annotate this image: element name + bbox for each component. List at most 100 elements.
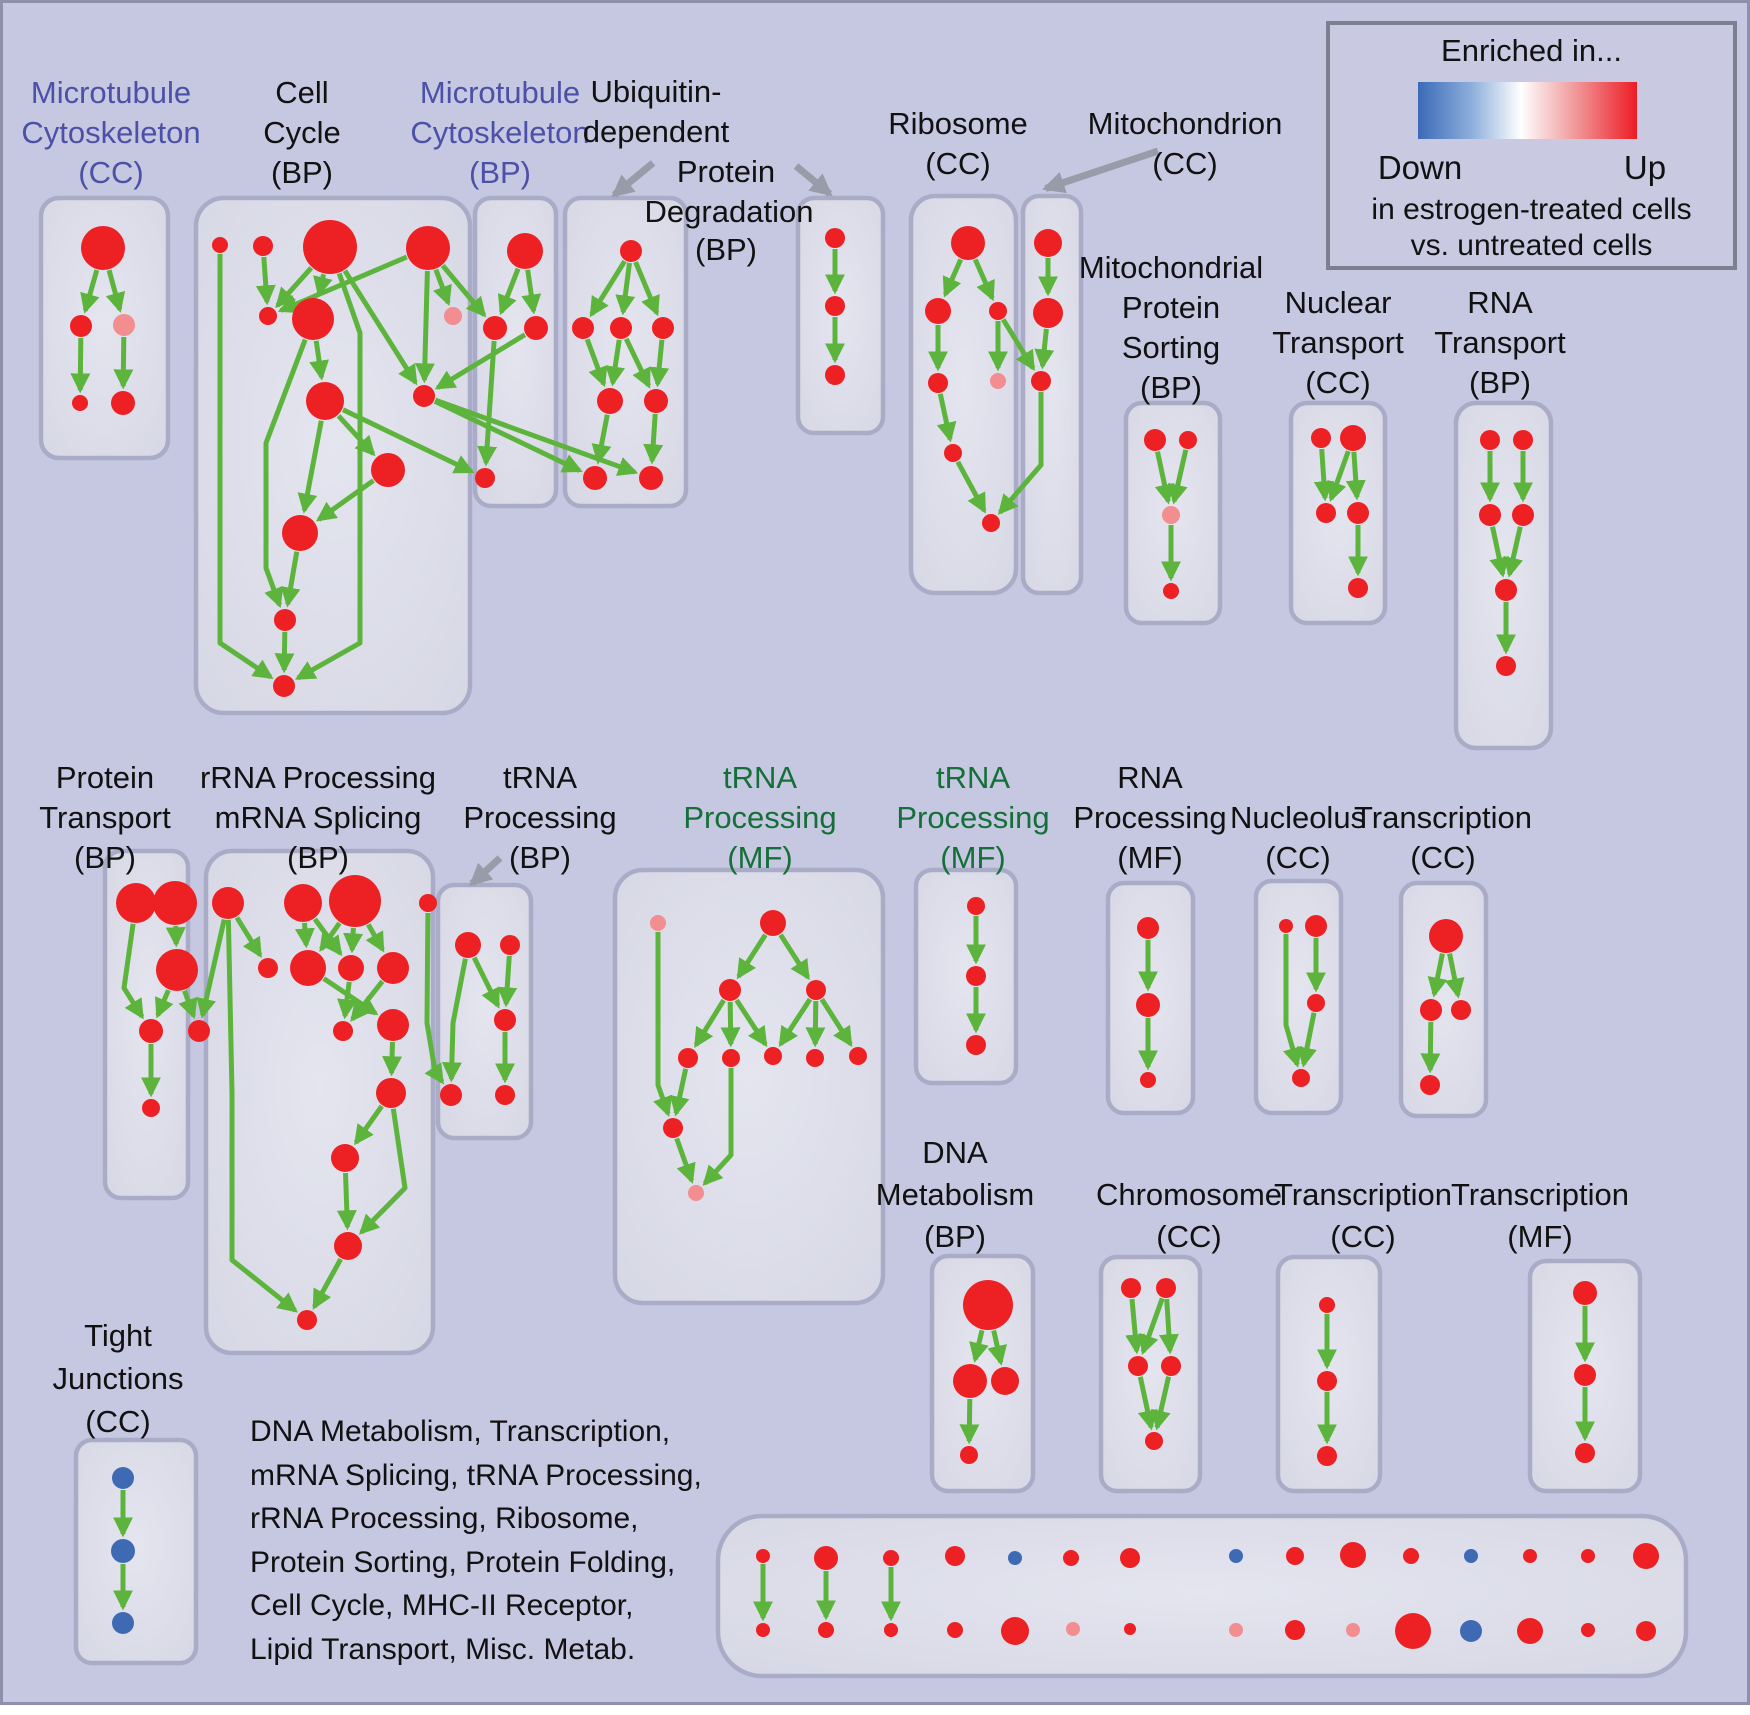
edge-q3-q6 (319, 921, 342, 952)
edge-q1-pt5 (196, 919, 227, 1019)
node-b5 (495, 1085, 515, 1105)
node-q12 (331, 1144, 359, 1172)
node-w9t (1286, 1547, 1304, 1565)
edge-u5-u7 (591, 414, 612, 465)
node-d3 (991, 1367, 1019, 1395)
node-ccf (292, 298, 334, 340)
node-k2 (966, 966, 986, 986)
edge-u3-u6 (623, 337, 651, 389)
label-ubiquitin-degradation-line-2: Protein (676, 154, 776, 189)
node-tj1 (112, 1467, 134, 1489)
label-ubiquitin-degradation-line-0: Ubiquitin- (590, 74, 722, 109)
node-q2 (284, 884, 322, 922)
edge-ccj-cck (280, 551, 301, 608)
node-pt4 (139, 1019, 163, 1043)
node-pt5 (188, 1020, 210, 1042)
edge-q12-q13 (336, 1172, 357, 1231)
cluster-box-nucleolus-cc (1253, 878, 1344, 1116)
node-g2 (719, 979, 741, 1001)
label-transcription-cc-lower-line-0: Transcription (1273, 1177, 1453, 1212)
legend-gradient-bar (1418, 82, 1637, 139)
edge-ccd-cchub (414, 270, 435, 384)
edge-q11-q13 (358, 1108, 408, 1235)
node-o4 (1292, 1069, 1310, 1087)
node-pt3 (156, 949, 198, 991)
node-w1t (756, 1549, 770, 1563)
label-mito-protein-sorting-line-0: Mitochondrial (1078, 250, 1264, 285)
label-transcription-cc-upper-line-0: Transcription (1353, 800, 1533, 835)
edge-pt2-pt3 (165, 925, 186, 948)
node-q13 (334, 1232, 362, 1260)
label-nucleolus-cc-line-0: Nucleolus (1229, 800, 1367, 835)
edge-ccb-cce (255, 256, 276, 306)
node-nt1 (1311, 428, 1331, 448)
node-nt4 (1347, 502, 1369, 524)
node-m1 (507, 233, 543, 269)
edge-mc3-mc5 (113, 336, 134, 390)
edge-r4-r6 (936, 393, 957, 443)
cluster-box-tight-junctions (73, 1437, 199, 1666)
node-g1 (760, 910, 786, 936)
node-u4 (652, 317, 674, 339)
label-microtubule-bp-line-1: Cytoskeleton (410, 115, 590, 150)
node-y1 (1573, 1281, 1597, 1305)
label-mitochondrion-cc-line-1: (CC) (1152, 146, 1218, 181)
node-q9 (333, 1021, 353, 1041)
legend-subline-1: in estrogen-treated cells (1371, 193, 1692, 226)
edge-u1-u2 (589, 259, 627, 318)
node-r4 (928, 373, 948, 393)
edge-v2-v4 (1420, 1021, 1441, 1074)
node-ccc (303, 220, 357, 274)
label-nuclear-transport-line-0: Nuclear (1284, 285, 1392, 320)
node-rt2 (1513, 430, 1533, 450)
node-b3 (494, 1009, 516, 1031)
edge-u1-u4 (633, 261, 660, 317)
label-dna-metabolism-line-1: Metabolism (875, 1177, 1035, 1212)
edge-nt1-nt3 (1313, 448, 1334, 502)
node-w7t (1120, 1548, 1140, 1568)
network-canvas (38, 147, 1689, 1679)
edge-o3-o4 (1297, 1012, 1317, 1068)
edge-cck-ccl (274, 631, 295, 674)
node-w1b (756, 1623, 770, 1637)
cluster-box-trna-processing-mf-small (913, 867, 1019, 1086)
node-r6 (944, 444, 962, 462)
legend-subline-2: vs. untreated cells (1410, 229, 1653, 262)
edge-r3-t3 (1001, 318, 1036, 372)
node-u7 (583, 466, 607, 490)
node-s1 (1144, 429, 1166, 451)
edge-u6-u8 (643, 413, 664, 465)
edge-nt2-nt4 (1345, 451, 1366, 501)
edge-cca-ccl (217, 254, 274, 680)
edge-pt1-pt4 (121, 923, 145, 1020)
edge-r1-r3 (973, 258, 995, 302)
node-w2b (818, 1622, 834, 1638)
node-rt1 (1480, 430, 1500, 450)
node-cca (212, 237, 228, 253)
note-line-5: Cell Cycle, MHC-II Receptor, (250, 1589, 634, 1622)
edge-cch-ccj (315, 478, 375, 522)
edge-q7-q9 (337, 981, 357, 1020)
node-w12t (1464, 1549, 1478, 1563)
node-y2 (1574, 1364, 1596, 1386)
node-g8 (849, 1047, 867, 1065)
node-cck (274, 609, 296, 631)
edge-g0-g9 (653, 932, 673, 1117)
node-x2 (1317, 1371, 1337, 1391)
nodes-layer (70, 220, 1659, 1649)
node-g9 (663, 1118, 683, 1138)
label-mito-protein-sorting-line-1: Protein (1121, 290, 1221, 325)
node-cce (259, 307, 277, 325)
edge-b1-b3 (471, 956, 501, 1009)
label-rna-transport-line-0: RNA (1467, 285, 1533, 320)
node-l2 (1136, 993, 1160, 1017)
edge-r6-r7 (955, 460, 987, 514)
edge-u4-u6 (649, 339, 670, 388)
node-nt5 (1348, 578, 1368, 598)
node-w8b (1229, 1623, 1243, 1637)
label-microtubule-cc-line-2: (CC) (78, 155, 144, 190)
edge-q3-q7 (343, 927, 364, 954)
node-g4 (678, 1048, 698, 1068)
edge-mc1-mc2 (80, 269, 100, 314)
edge-o1-o4 (1283, 934, 1303, 1068)
